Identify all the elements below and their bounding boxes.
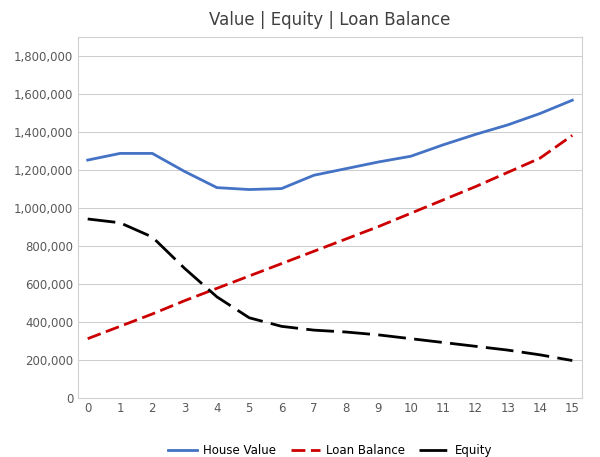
House Value	[504, 122, 511, 128]
Loan Balance	[504, 170, 511, 175]
Loan Balance	[116, 324, 124, 329]
Legend: House Value, Loan Balance, Equity: House Value, Loan Balance, Equity	[163, 440, 497, 457]
Loan Balance	[569, 133, 576, 138]
Loan Balance	[181, 298, 188, 303]
Equity	[245, 315, 253, 320]
House Value	[343, 166, 350, 171]
Equity	[84, 216, 91, 222]
Loan Balance	[278, 261, 285, 266]
House Value	[472, 132, 479, 137]
House Value	[375, 159, 382, 165]
Title: Value | Equity | Loan Balance: Value | Equity | Loan Balance	[209, 11, 451, 29]
House Value	[181, 169, 188, 174]
Equity	[310, 327, 317, 333]
House Value	[116, 151, 124, 156]
Loan Balance	[375, 224, 382, 229]
Equity	[375, 332, 382, 338]
Equity	[181, 266, 188, 271]
House Value	[245, 187, 253, 192]
House Value	[536, 111, 544, 116]
Loan Balance	[245, 273, 253, 279]
Loan Balance	[149, 311, 156, 317]
House Value	[214, 185, 221, 191]
Equity	[504, 347, 511, 353]
Line: Equity: Equity	[88, 219, 572, 361]
Line: Loan Balance: Loan Balance	[88, 135, 572, 339]
Equity	[536, 352, 544, 357]
Equity	[439, 340, 446, 345]
House Value	[84, 157, 91, 163]
Equity	[343, 329, 350, 335]
House Value	[407, 154, 415, 159]
House Value	[278, 186, 285, 191]
Equity	[569, 358, 576, 363]
Loan Balance	[472, 184, 479, 189]
Loan Balance	[84, 336, 91, 341]
Loan Balance	[214, 286, 221, 291]
House Value	[569, 97, 576, 103]
Equity	[116, 220, 124, 225]
House Value	[439, 142, 446, 148]
Equity	[407, 336, 415, 341]
Equity	[278, 324, 285, 329]
Loan Balance	[439, 197, 446, 203]
Line: House Value: House Value	[88, 100, 572, 190]
Equity	[472, 344, 479, 349]
Loan Balance	[343, 236, 350, 242]
Loan Balance	[536, 155, 544, 161]
Equity	[149, 234, 156, 240]
Loan Balance	[407, 211, 415, 216]
Equity	[214, 294, 221, 300]
Loan Balance	[310, 249, 317, 254]
House Value	[149, 151, 156, 156]
House Value	[310, 173, 317, 178]
